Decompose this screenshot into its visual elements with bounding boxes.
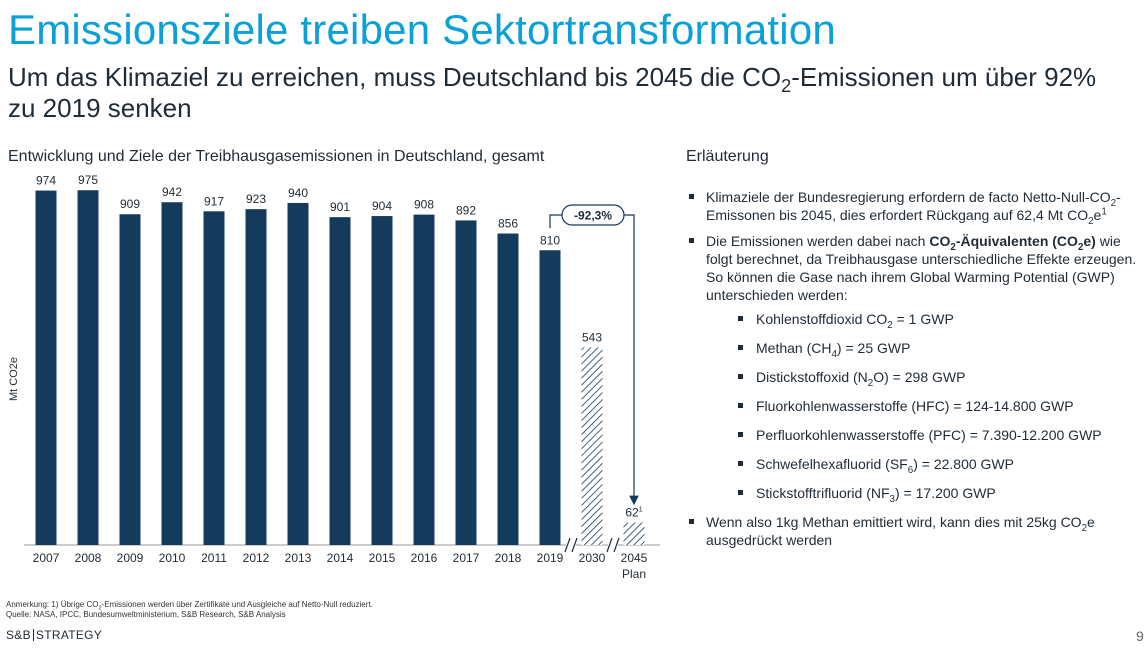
explanation-list: Klimaziele der Bundesregierung erfordern… — [686, 188, 1141, 557]
x-tick-label-2019: 2019 — [537, 551, 564, 565]
axis-break-mark — [564, 537, 578, 553]
value-label-2045: 621 — [625, 505, 642, 519]
gas-item: Schwefelhexafluorid (SF6) = 22.800 GWP — [706, 455, 1141, 475]
value-label-2008: 975 — [78, 173, 98, 187]
value-label-2009: 909 — [120, 197, 140, 211]
x-tick-label-2016: 2016 — [411, 551, 438, 565]
chart-title: Entwicklung und Ziele der Treibhausgasem… — [8, 148, 545, 165]
x-tick-label-2011: 2011 — [201, 551, 227, 565]
bar-2018 — [497, 233, 519, 545]
bar-2008 — [77, 190, 99, 546]
x-tick-label-2045: 2045 — [621, 551, 648, 565]
x-tick-label-2013: 2013 — [285, 551, 312, 565]
bar-2017 — [455, 220, 477, 545]
bar-2007 — [35, 190, 57, 545]
gas-list: Kohlenstoffdioxid CO2 = 1 GWP Methan (CH… — [706, 310, 1141, 504]
x-tick-label-2015: 2015 — [369, 551, 396, 565]
x-tick-label-2007: 2007 — [33, 551, 60, 565]
emissions-bar-chart: Mt CO2e 974 2007 975 2008 909 2009 942 2010 917 2… — [8, 173, 660, 581]
bar-2016 — [413, 214, 435, 545]
x-tick-label-2010: 2010 — [159, 551, 186, 565]
gas-item: Distickstoffoxid (N2O) = 298 GWP — [706, 368, 1141, 388]
gas-item: Fluorkohlenwasserstoffe (HFC) = 124-14.8… — [706, 397, 1141, 415]
bar-2009 — [119, 214, 141, 546]
value-label-2011: 917 — [204, 194, 224, 208]
bar-2015 — [371, 216, 393, 545]
bar-2019 — [539, 250, 561, 545]
company-logo: S&B STRATEGY — [6, 628, 103, 642]
value-label-2012: 923 — [246, 192, 266, 206]
explanation-title: Erläuterung — [686, 148, 769, 165]
bar-2011 — [203, 211, 225, 545]
footnote-source: Quelle: NASA, IPCC, Bundesumweltminister… — [6, 610, 286, 619]
list-item: Klimaziele der Bundesregierung erfordern… — [686, 188, 1141, 226]
x-tick-label-2009: 2009 — [117, 551, 144, 565]
page-title: Emissionsziele treiben Sektortransformat… — [8, 6, 836, 53]
value-label-2010: 942 — [162, 185, 182, 199]
x-tick-label-2030: 2030 — [579, 551, 606, 565]
value-label-2013: 940 — [288, 186, 308, 200]
bar-2014 — [329, 217, 351, 545]
value-label-2017: 892 — [456, 203, 476, 217]
x-tick-label-2018: 2018 — [495, 551, 522, 565]
value-label-2007: 974 — [36, 174, 56, 188]
bar-2010 — [161, 202, 183, 546]
bar-2030 — [581, 347, 603, 545]
value-label-2015: 904 — [372, 199, 392, 213]
footnote-note: Anmerkung: 1) Übrige CO2-Emissionen werd… — [6, 600, 373, 612]
bar-2045 — [623, 522, 645, 545]
page-subtitle: Um das Klimaziel zu erreichen, muss Deut… — [8, 62, 1097, 123]
gas-item: Methan (CH4) = 25 GWP — [706, 339, 1141, 359]
gas-item: Stickstofftrifluorid (NF3) = 17.200 GWP — [706, 484, 1141, 504]
value-label-2014: 901 — [330, 200, 350, 214]
list-item: Wenn also 1kg Methan emittiert wird, kan… — [686, 513, 1141, 549]
value-label-2019: 810 — [540, 233, 560, 247]
list-item: Die Emissionen werden dabei nach CO2-Äqu… — [686, 232, 1141, 504]
footnote: Anmerkung: 1) Übrige CO2-Emissionen werd… — [6, 600, 373, 620]
page-number: 9 — [1136, 628, 1144, 644]
value-label-2016: 908 — [414, 198, 434, 212]
y-axis-label: Mt CO2e — [8, 357, 20, 401]
value-label-2018: 856 — [498, 217, 518, 231]
bar-2012 — [245, 209, 267, 545]
axis-break-mark — [606, 537, 620, 553]
x-tick-label-2014: 2014 — [327, 551, 354, 565]
plan-label: Plan — [622, 567, 646, 581]
value-label-2030: 543 — [582, 330, 602, 344]
change-badge — [561, 204, 625, 226]
gas-item: Perfluorkohlenwasserstoffe (PFC) = 7.390… — [706, 426, 1141, 444]
gas-item: Kohlenstoffdioxid CO2 = 1 GWP — [706, 310, 1141, 330]
change-label: -92,3% — [574, 209, 612, 223]
x-tick-label-2012: 2012 — [243, 551, 270, 565]
x-tick-label-2008: 2008 — [75, 551, 102, 565]
x-tick-label-2017: 2017 — [453, 551, 480, 565]
bar-2013 — [287, 202, 309, 545]
